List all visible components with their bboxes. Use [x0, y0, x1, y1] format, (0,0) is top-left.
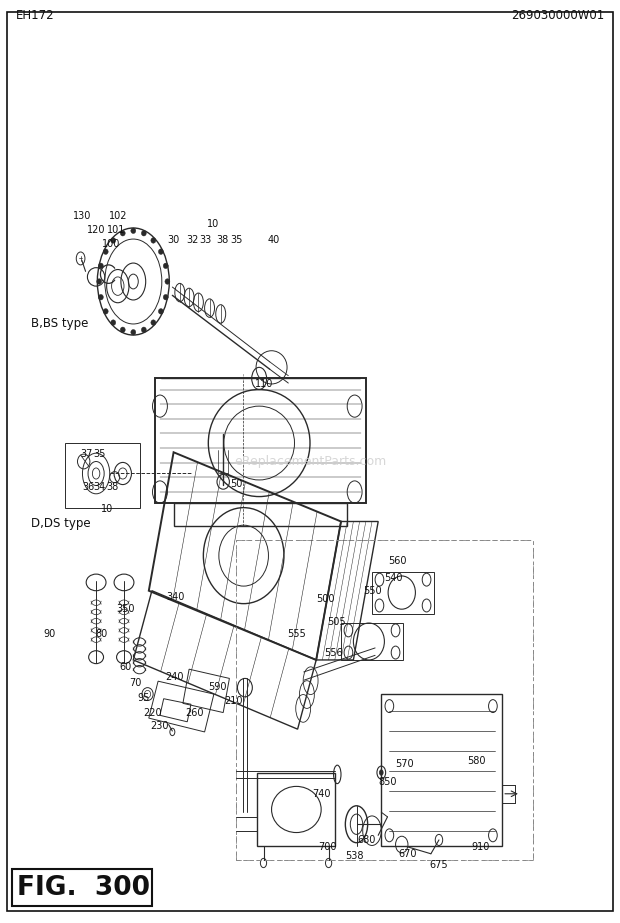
Ellipse shape [151, 238, 156, 244]
Text: 500: 500 [316, 594, 335, 604]
Text: eReplacementParts.com: eReplacementParts.com [234, 455, 386, 468]
Text: 240: 240 [165, 673, 184, 682]
Text: 505: 505 [327, 617, 346, 627]
Ellipse shape [97, 279, 102, 284]
Text: 340: 340 [166, 593, 185, 602]
Ellipse shape [141, 231, 146, 236]
Ellipse shape [104, 249, 108, 255]
Text: 560: 560 [388, 557, 407, 566]
Text: B,BS type: B,BS type [31, 317, 89, 330]
Bar [381, 694, 502, 846]
Ellipse shape [158, 249, 163, 255]
Text: 260: 260 [185, 708, 203, 717]
Ellipse shape [163, 294, 168, 300]
Text: 110: 110 [255, 379, 273, 389]
Text: 350: 350 [117, 605, 135, 614]
Ellipse shape [111, 238, 116, 244]
Text: 35: 35 [93, 450, 105, 459]
Text: 60: 60 [119, 663, 131, 672]
Text: 230: 230 [151, 722, 169, 731]
Bar [65, 443, 140, 508]
Text: 210: 210 [224, 697, 242, 706]
Ellipse shape [131, 330, 136, 335]
Text: 740: 740 [312, 789, 330, 798]
Text: 38: 38 [106, 483, 118, 492]
Ellipse shape [141, 327, 146, 332]
Ellipse shape [111, 319, 116, 325]
Text: 100: 100 [102, 239, 121, 248]
Text: 130: 130 [73, 211, 92, 221]
Text: 269030000W01: 269030000W01 [512, 9, 604, 22]
Text: 10: 10 [100, 505, 113, 514]
Text: 538: 538 [345, 851, 364, 860]
Text: FIG.  300: FIG. 300 [17, 875, 151, 901]
Ellipse shape [131, 228, 136, 234]
Text: 37: 37 [80, 450, 92, 459]
Ellipse shape [99, 294, 104, 300]
Ellipse shape [120, 327, 125, 332]
Text: 10: 10 [207, 220, 219, 229]
Text: 33: 33 [200, 235, 212, 245]
Text: 101: 101 [107, 225, 125, 234]
Text: 700: 700 [318, 843, 337, 852]
Text: 90: 90 [43, 629, 56, 639]
Text: 556: 556 [324, 649, 343, 658]
Text: 34: 34 [93, 483, 105, 492]
Text: 555: 555 [288, 629, 306, 639]
Text: 680: 680 [358, 835, 376, 845]
Text: 80: 80 [95, 629, 107, 639]
Text: 220: 220 [143, 708, 162, 717]
Ellipse shape [165, 279, 170, 284]
Bar [257, 773, 335, 846]
Text: 50: 50 [230, 479, 242, 488]
Text: 40: 40 [267, 235, 280, 245]
Text: 32: 32 [187, 235, 199, 245]
Text: 580: 580 [467, 757, 486, 766]
Ellipse shape [151, 319, 156, 325]
Text: 30: 30 [167, 235, 179, 245]
Text: 38: 38 [216, 235, 228, 245]
Text: 540: 540 [384, 573, 402, 582]
Text: EH172: EH172 [16, 9, 54, 22]
Text: 910: 910 [471, 843, 490, 852]
Text: 570: 570 [396, 760, 414, 769]
Circle shape [379, 770, 383, 775]
Text: 120: 120 [87, 225, 105, 234]
Text: 35: 35 [230, 235, 242, 245]
Bar [12, 869, 152, 906]
Text: 675: 675 [430, 860, 448, 869]
Text: 590: 590 [208, 682, 227, 691]
Text: 36: 36 [82, 483, 94, 492]
Text: 550: 550 [363, 586, 382, 595]
Text: 95: 95 [137, 693, 149, 702]
Text: 670: 670 [399, 849, 417, 858]
Text: D,DS type: D,DS type [31, 517, 91, 530]
Ellipse shape [158, 308, 163, 314]
Text: 70: 70 [129, 678, 141, 688]
Text: 102: 102 [108, 211, 127, 221]
Ellipse shape [163, 263, 168, 269]
Ellipse shape [120, 231, 125, 236]
Text: 850: 850 [379, 777, 397, 786]
Ellipse shape [104, 308, 108, 314]
Ellipse shape [99, 263, 104, 269]
